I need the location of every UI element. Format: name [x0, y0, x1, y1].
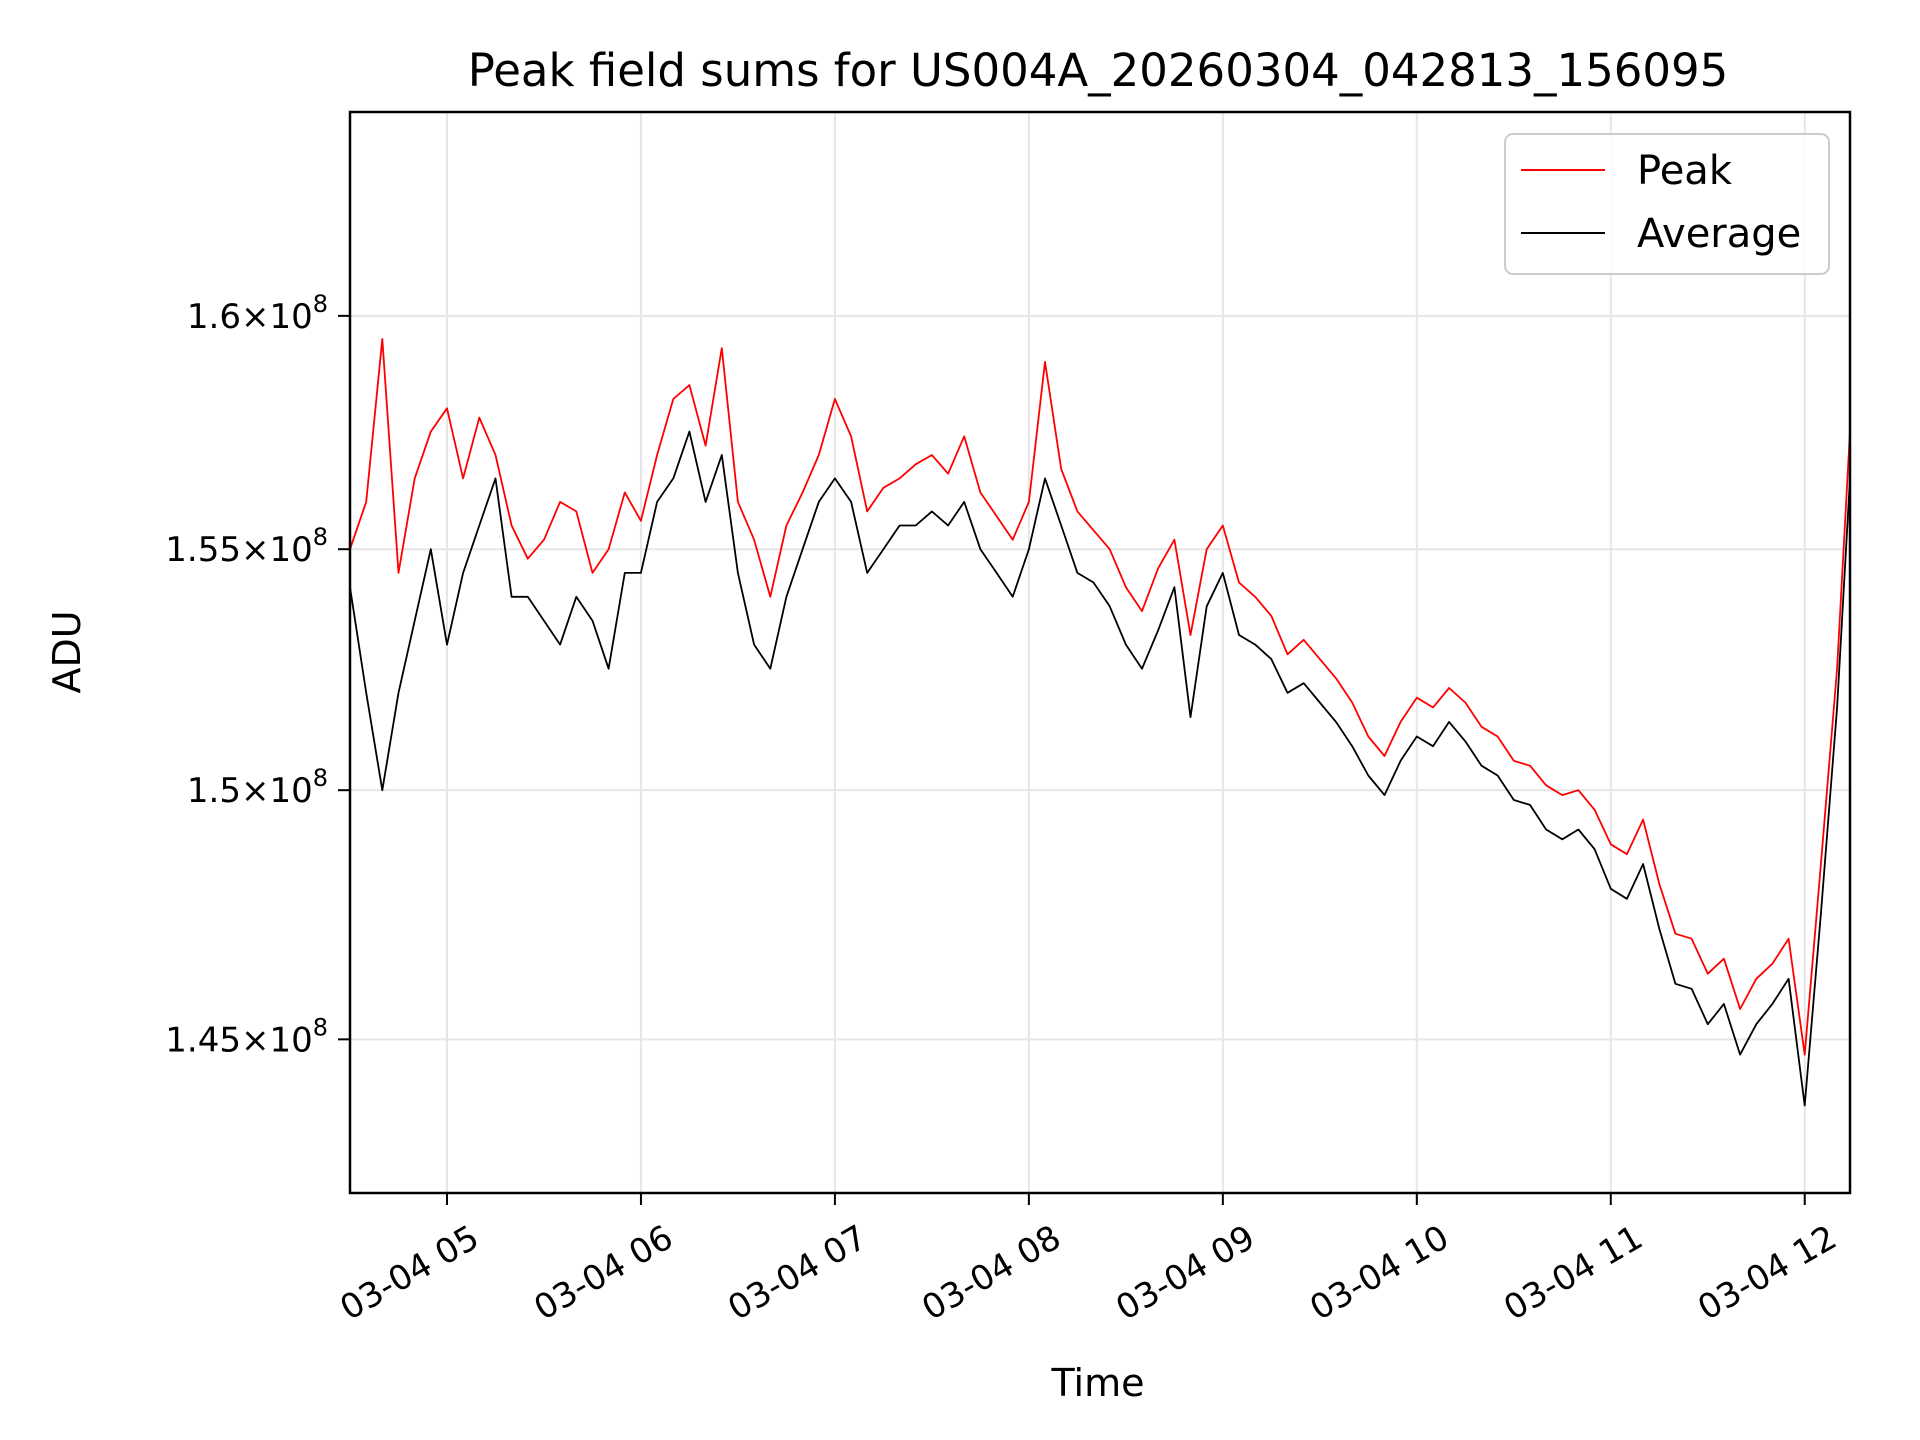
legend-label-average: Average	[1637, 211, 1801, 257]
y-axis-title: ADU	[45, 610, 89, 693]
legend-label-peak: Peak	[1637, 148, 1733, 194]
y-tick-times-ten: ×10	[241, 771, 313, 811]
y-tick-mantissa: 1.45	[165, 1020, 241, 1060]
x-tick-label: 03-04 07	[721, 1218, 873, 1329]
y-tick-mantissa: 1.55	[165, 530, 241, 570]
grid	[350, 112, 1850, 1193]
y-tick-exponent: 8	[313, 764, 328, 792]
x-tick-label: 03-04 05	[333, 1218, 485, 1329]
y-tick-label: 1.45×108	[165, 1013, 328, 1060]
series-line-peak	[350, 337, 1850, 1056]
y-tick-mantissa: 1.5	[187, 771, 241, 811]
x-tick-label: 03-04 10	[1303, 1218, 1455, 1329]
y-tick-times-ten: ×10	[241, 1020, 313, 1060]
series-line-average	[350, 430, 1850, 1107]
x-tick-label: 03-04 08	[915, 1218, 1067, 1329]
x-tick-label: 03-04 12	[1691, 1218, 1843, 1329]
plot-frame	[348, 110, 1852, 1195]
y-tick-exponent: 8	[313, 1013, 328, 1041]
y-tick-label: 1.55×108	[165, 523, 328, 570]
y-tick-exponent: 8	[313, 290, 328, 318]
series-layer	[350, 337, 1850, 1107]
y-tick-label: 1.6×108	[187, 290, 328, 337]
chart-title: Peak field sums for US004A_20260304_0428…	[468, 44, 1729, 97]
y-tick-times-ten: ×10	[241, 297, 313, 337]
y-tick-label: 1.5×108	[187, 764, 328, 811]
x-axis: 03-04 05 03-04 06 03-04 07 03-04 08 03-04 09…	[333, 1193, 1844, 1329]
y-tick-times-ten: ×10	[241, 530, 313, 570]
y-tick-mantissa: 1.6	[187, 297, 241, 337]
legend: Peak Average	[1504, 133, 1830, 275]
x-tick-label: 03-04 11	[1497, 1218, 1649, 1329]
x-tick-label: 03-04 06	[527, 1218, 679, 1329]
x-axis-title: Time	[1051, 1361, 1145, 1405]
y-tick-exponent: 8	[313, 523, 328, 551]
x-tick-label: 03-04 09	[1109, 1218, 1261, 1329]
